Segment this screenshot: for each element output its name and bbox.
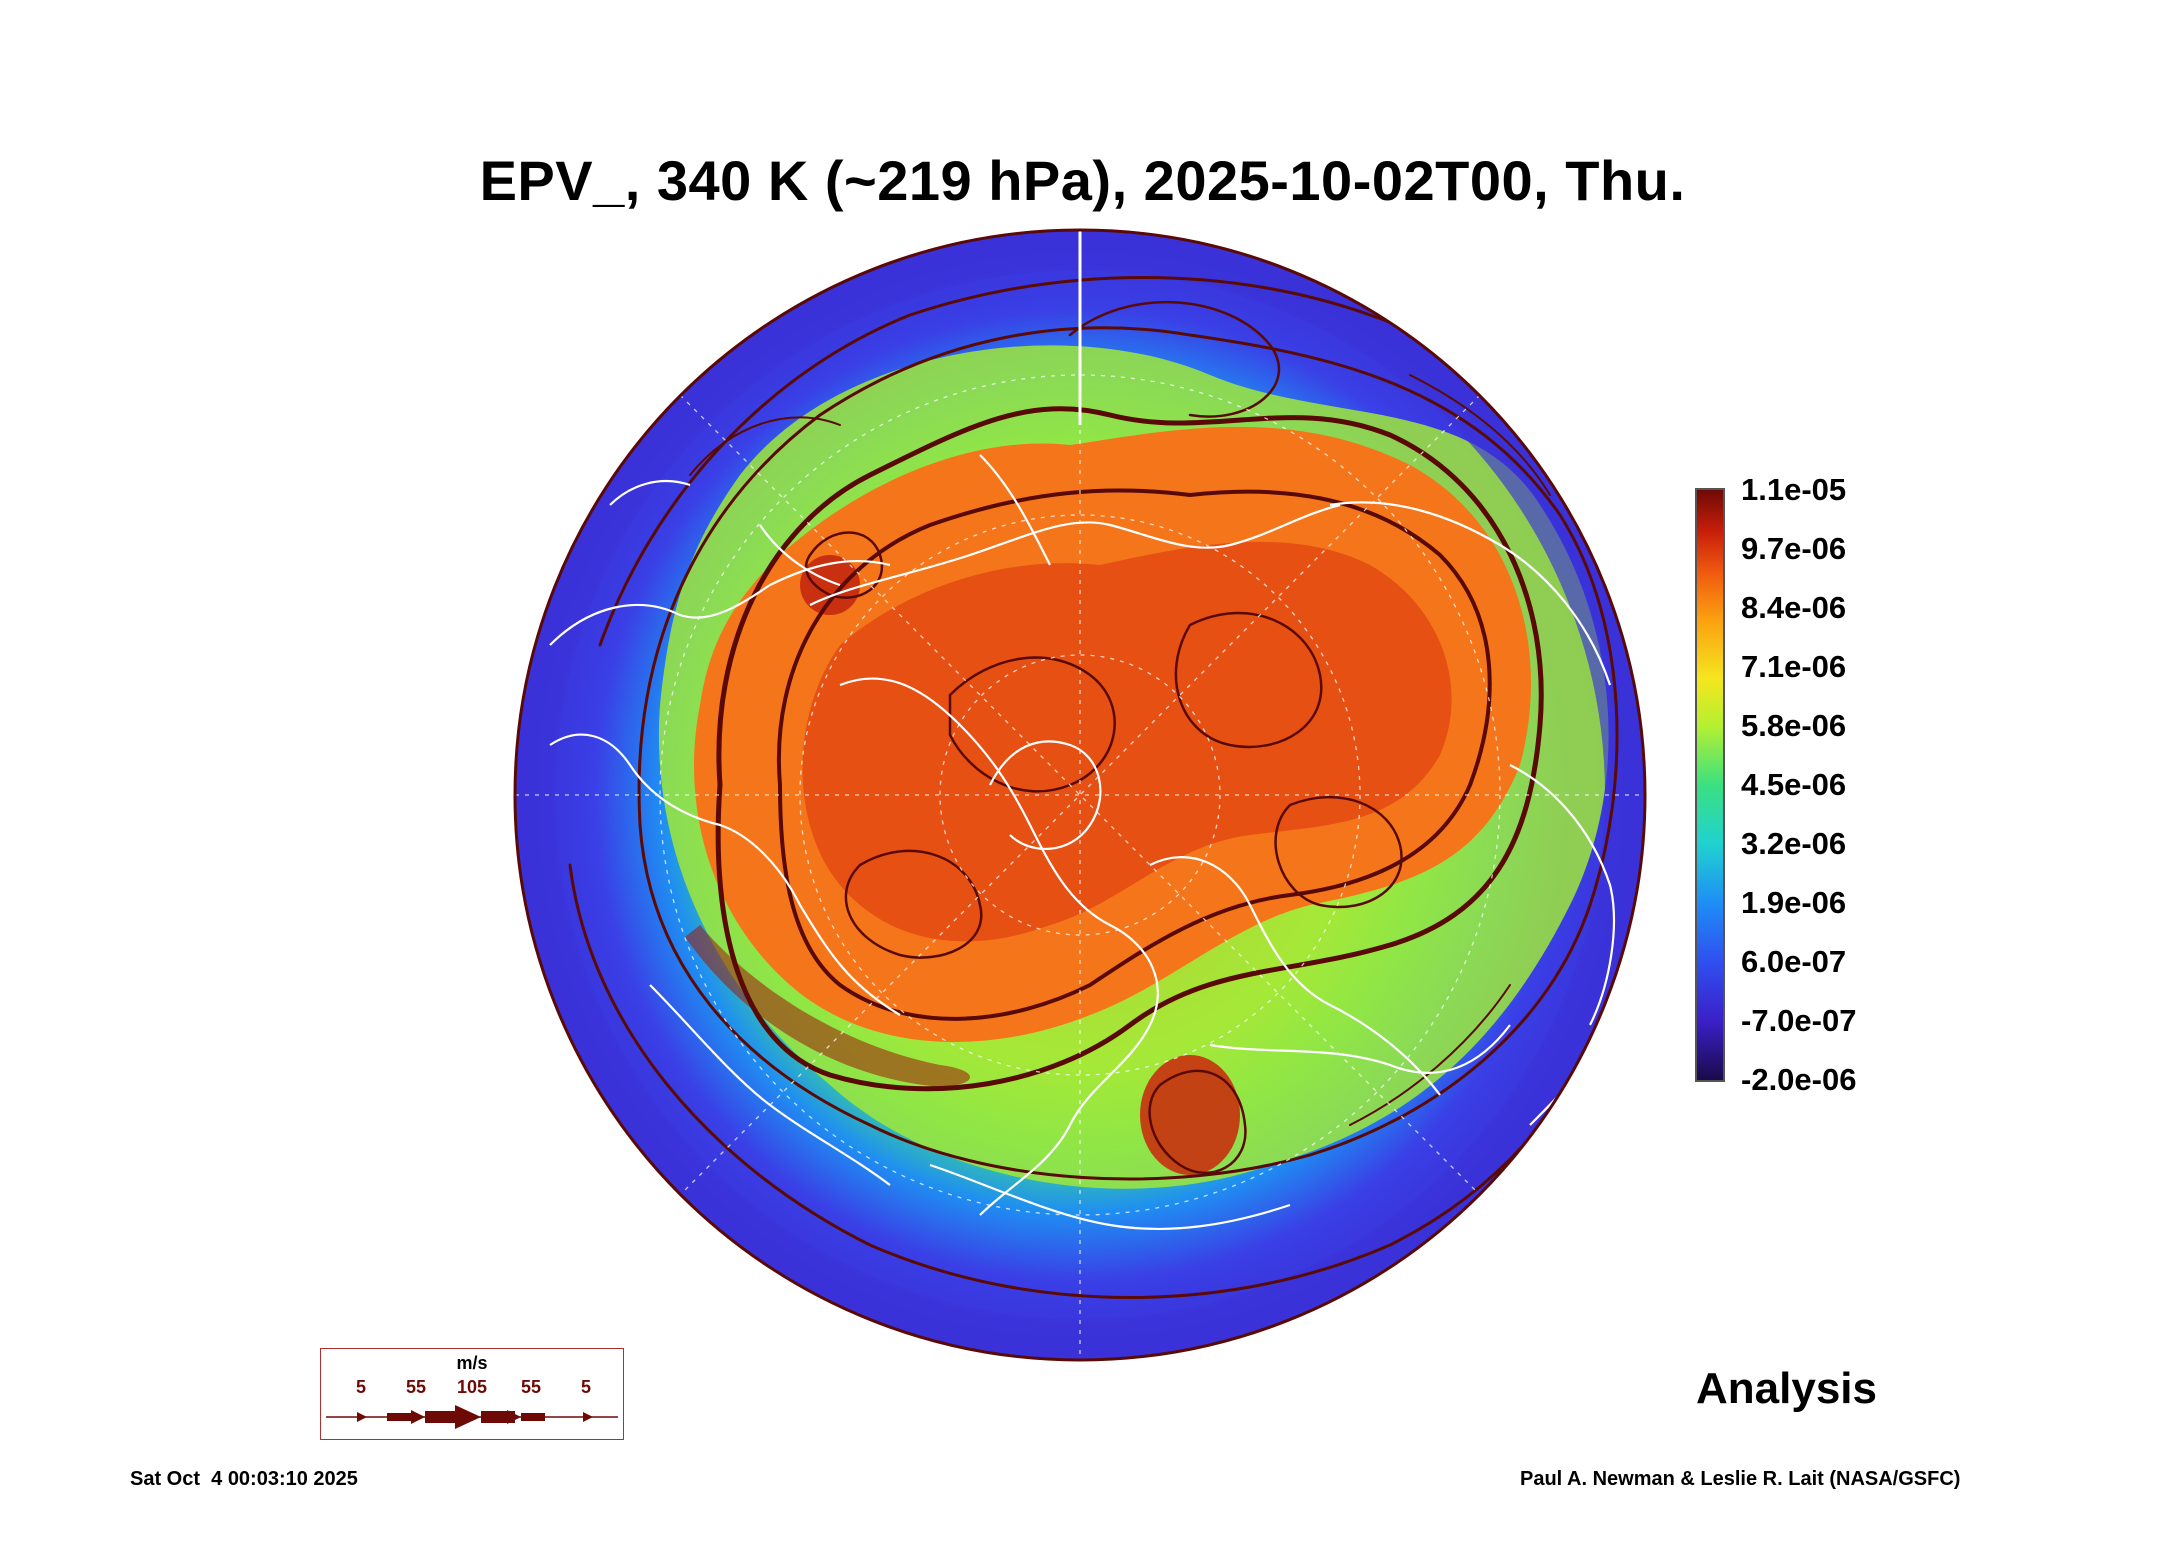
colorbar-label: 5.8e-06 bbox=[1741, 708, 1847, 743]
colorbar-label: 1.1e-05 bbox=[1741, 472, 1847, 507]
wind-legend-value: 5 bbox=[355, 1377, 366, 1397]
epv-field-peak bbox=[802, 541, 1452, 942]
epv-blob-south bbox=[1140, 1055, 1240, 1175]
colorbar-gradient bbox=[1695, 488, 1725, 1082]
coastlines bbox=[549, 404, 1621, 1231]
map-border bbox=[513, 228, 1647, 1362]
wind-legend-value: 105 bbox=[456, 1377, 488, 1397]
wind-legend-value: 5 bbox=[580, 1377, 591, 1397]
colorbar: 1.1e-05 9.7e-06 8.4e-06 7.1e-06 5.8e-06 … bbox=[1695, 472, 1935, 1097]
streamlines bbox=[568, 276, 1622, 1299]
colorbar-label: 7.1e-06 bbox=[1741, 649, 1847, 684]
chart-title: EPV_, 340 K (~219 hPa), 2025-10-02T00, T… bbox=[479, 149, 1686, 212]
colorbar-label: -2.0e-06 bbox=[1741, 1062, 1857, 1097]
colorbar-label: 3.2e-06 bbox=[1741, 826, 1847, 861]
credit: Paul A. Newman & Leslie R. Lait (NASA/GS… bbox=[1520, 1468, 1961, 1490]
wind-legend-arrow bbox=[326, 1405, 618, 1429]
wind-legend-unit: m/s bbox=[456, 1353, 488, 1373]
epv-blob-west bbox=[800, 555, 860, 615]
wind-legend-value: 55 bbox=[405, 1377, 427, 1397]
colorbar-label: 4.5e-06 bbox=[1741, 767, 1847, 802]
colorbar-label: 8.4e-06 bbox=[1741, 590, 1847, 625]
wind-legend-value: 55 bbox=[520, 1377, 542, 1397]
timestamp: Sat Oct 4 00:03:10 2025 bbox=[130, 1468, 358, 1490]
colorbar-label: 9.7e-06 bbox=[1741, 531, 1847, 566]
wind-speed-legend: m/s 5 55 105 55 5 bbox=[320, 1348, 624, 1440]
epv-field-ridge bbox=[685, 925, 970, 1087]
graticule bbox=[515, 230, 1645, 1360]
colorbar-label: 6.0e-07 bbox=[1741, 944, 1847, 979]
polar-map bbox=[510, 225, 1650, 1365]
colorbar-label: 1.9e-06 bbox=[1741, 885, 1847, 920]
analysis-label: Analysis bbox=[1696, 1364, 1877, 1413]
colorbar-label: -7.0e-07 bbox=[1741, 1003, 1857, 1038]
